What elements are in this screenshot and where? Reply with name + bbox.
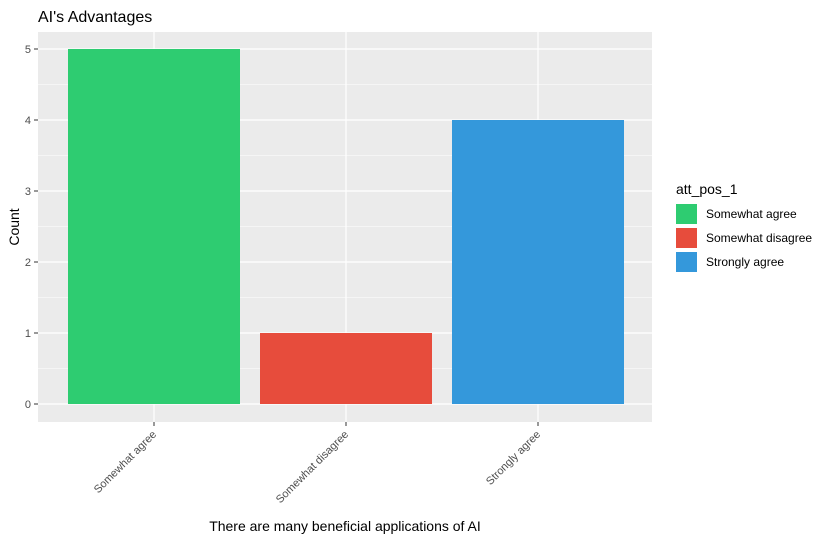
legend-key (676, 204, 697, 224)
y-axis-ticks: 0 1 2 3 4 5 (25, 44, 38, 411)
y-tick-label: 0 (25, 399, 31, 411)
bar-somewhat-disagree (260, 333, 432, 404)
legend-key (676, 252, 697, 272)
bar-strongly-agree (452, 120, 624, 404)
chart-title: AI's Advantages (38, 9, 152, 26)
bars-group (68, 49, 624, 404)
y-tick-label: 2 (25, 257, 31, 269)
y-tick-label: 4 (25, 115, 31, 127)
x-tick-label: Strongly agree (484, 429, 543, 488)
legend-key (676, 228, 697, 248)
legend-title: att_pos_1 (676, 181, 738, 197)
x-axis-ticks: Somewhat agree Somewhat disagree Strongly … (92, 422, 543, 506)
y-tick-label: 1 (25, 328, 31, 340)
x-tick-label: Somewhat disagree (274, 429, 351, 506)
legend-label: Somewhat disagree (706, 231, 812, 245)
x-tick-label: Somewhat agree (92, 429, 159, 496)
bar-somewhat-agree (68, 49, 240, 404)
y-tick-label: 3 (25, 186, 31, 198)
x-axis-title: There are many beneficial applications o… (209, 518, 481, 534)
y-tick-label: 5 (25, 44, 31, 56)
y-axis-title: Count (6, 208, 22, 245)
legend: att_pos_1 Somewhat agree Somewhat disagre… (676, 181, 812, 272)
legend-label: Somewhat agree (706, 207, 797, 221)
legend-label: Strongly agree (706, 255, 784, 269)
